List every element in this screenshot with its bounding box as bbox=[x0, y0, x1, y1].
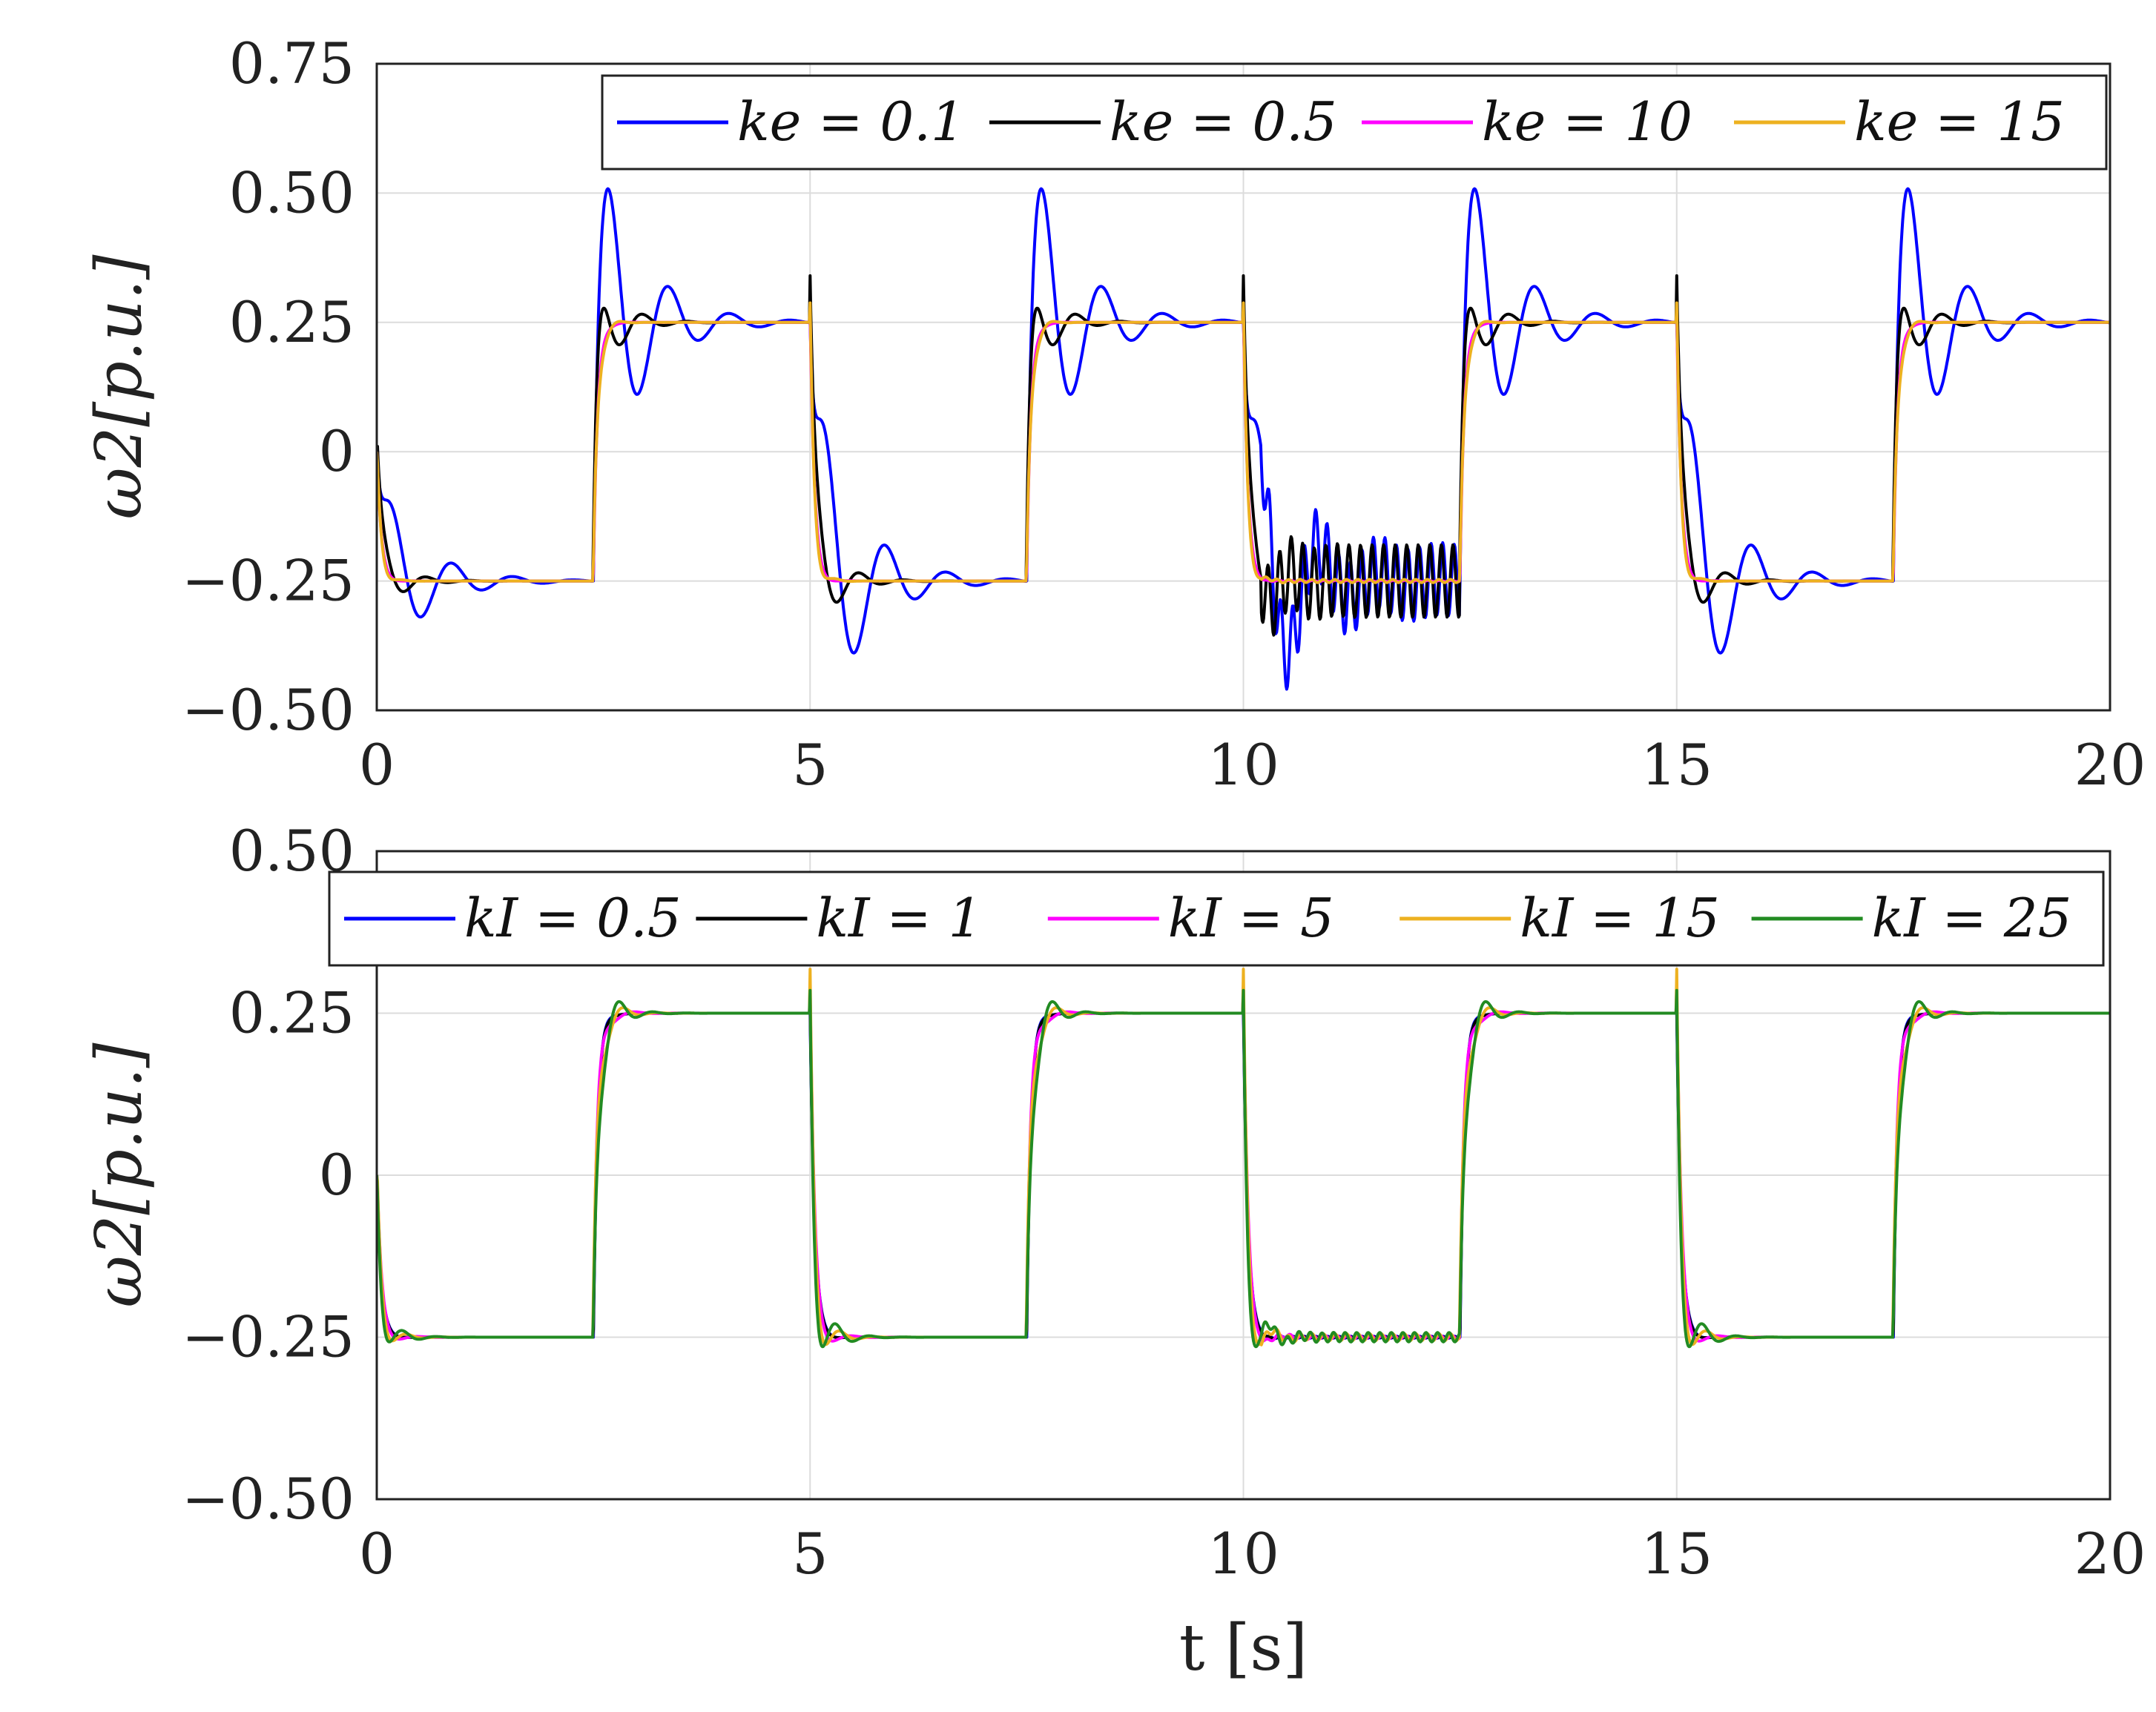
bottom-series-lines bbox=[377, 968, 2110, 1349]
x-tick-label: 20 bbox=[2074, 1521, 2146, 1587]
series-line bbox=[377, 988, 2110, 1349]
bottom-y-axis-label: ω2[p.u.] bbox=[82, 1042, 156, 1308]
bottom-legend: kI = 0.5 kI = 1 kI = 5 kI = 15 kI = 25 bbox=[328, 870, 2105, 967]
y-tick-label: 0.75 bbox=[229, 30, 355, 96]
legend-frame bbox=[601, 74, 2108, 171]
legend-label: kI = 5 bbox=[1168, 887, 1334, 949]
legend-label: ke = 10 bbox=[1482, 90, 1692, 153]
x-tick-label: 10 bbox=[1207, 1521, 1279, 1587]
x-tick-label: 10 bbox=[1207, 732, 1279, 798]
x-tick-label: 5 bbox=[792, 1521, 828, 1587]
y-tick-label: −0.25 bbox=[182, 1304, 355, 1370]
y-tick-label: 0.50 bbox=[229, 159, 355, 225]
top-series-lines bbox=[377, 187, 2110, 691]
series-line bbox=[377, 301, 2110, 585]
top-axes-frame bbox=[375, 62, 2112, 712]
top-tick-labels: 0 5 10 15 20 −0.50 −0.25 0 0.25 0.50 0.75 bbox=[182, 30, 2146, 798]
top-axes: 0 5 10 15 20 −0.50 −0.25 0 0.25 0.50 0.75 ω2[p.u.]… bbox=[82, 30, 2146, 798]
x-tick-label: 15 bbox=[1641, 1521, 1712, 1587]
bottom-x-axis-label: t [s] bbox=[1179, 1611, 1308, 1685]
x-tick-label: 20 bbox=[2074, 732, 2146, 798]
x-tick-label: 5 bbox=[792, 732, 828, 798]
legend-label: ke = 0.1 bbox=[737, 90, 965, 153]
top-y-axis-label: ω2[p.u.] bbox=[82, 254, 156, 520]
bottom-axes-frame bbox=[375, 850, 2112, 1501]
legend-label: kI = 0.5 bbox=[464, 887, 682, 949]
y-tick-label: −0.25 bbox=[182, 548, 355, 614]
x-tick-label: 0 bbox=[359, 732, 395, 798]
top-legend: ke = 0.1 ke = 0.5 ke = 10 ke = 15 bbox=[601, 74, 2108, 171]
legend-label: ke = 0.5 bbox=[1110, 90, 1337, 153]
y-tick-label: −0.50 bbox=[182, 1466, 355, 1532]
x-tick-label: 0 bbox=[359, 1521, 395, 1587]
x-tick-label: 15 bbox=[1641, 732, 1712, 798]
legend-label: kI = 15 bbox=[1520, 887, 1720, 949]
y-tick-label: 0 bbox=[319, 1142, 355, 1208]
y-tick-label: 0 bbox=[319, 418, 355, 484]
legend-label: kI = 1 bbox=[816, 887, 982, 949]
y-tick-label: −0.50 bbox=[182, 677, 355, 743]
y-tick-label: 0.25 bbox=[229, 289, 355, 355]
legend-label: ke = 15 bbox=[1854, 90, 2065, 153]
y-tick-label: 0.25 bbox=[229, 980, 355, 1046]
legend-label: kI = 25 bbox=[1872, 887, 2072, 949]
